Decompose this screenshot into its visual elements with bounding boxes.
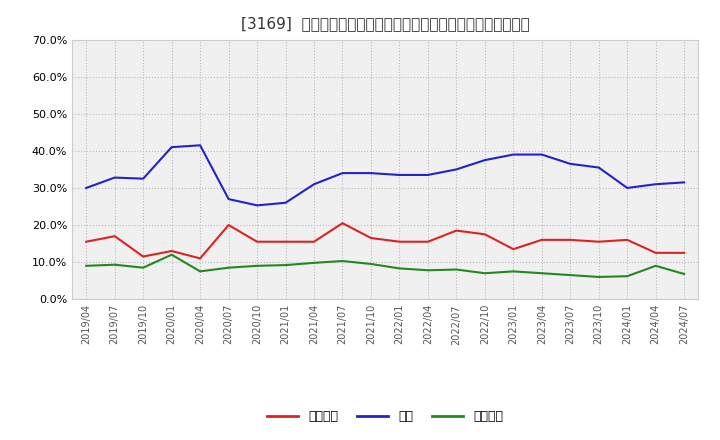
在庫: [82, 185, 91, 191]
売上債権: [395, 239, 404, 244]
売上債権: [225, 222, 233, 227]
買入債務: [82, 263, 91, 268]
売上債権: [282, 239, 290, 244]
買入債務: [537, 271, 546, 276]
売上債権: [509, 246, 518, 252]
売上債権: [82, 239, 91, 244]
買入債務: [253, 263, 261, 268]
買入債務: [480, 271, 489, 276]
売上債権: [680, 250, 688, 256]
売上債権: [366, 235, 375, 241]
在庫: [566, 161, 575, 166]
在庫: [423, 172, 432, 178]
在庫: [595, 165, 603, 170]
在庫: [537, 152, 546, 157]
在庫: [395, 172, 404, 178]
Line: 在庫: 在庫: [86, 145, 684, 205]
売上債権: [566, 237, 575, 242]
売上債権: [139, 254, 148, 259]
買入債務: [623, 274, 631, 279]
買入債務: [395, 266, 404, 271]
在庫: [110, 175, 119, 180]
Line: 売上債権: 売上債権: [86, 223, 684, 258]
売上債権: [338, 220, 347, 226]
在庫: [480, 158, 489, 163]
買入債務: [366, 261, 375, 267]
在庫: [680, 180, 688, 185]
買入債務: [509, 269, 518, 274]
在庫: [366, 170, 375, 176]
在庫: [623, 185, 631, 191]
在庫: [509, 152, 518, 157]
売上債権: [253, 239, 261, 244]
買入債務: [566, 272, 575, 278]
買入債務: [680, 271, 688, 277]
売上債権: [167, 248, 176, 253]
買入債務: [167, 252, 176, 257]
売上債権: [452, 228, 461, 233]
在庫: [652, 182, 660, 187]
在庫: [338, 170, 347, 176]
在庫: [282, 200, 290, 205]
在庫: [253, 203, 261, 208]
在庫: [196, 143, 204, 148]
売上債権: [423, 239, 432, 244]
在庫: [225, 196, 233, 202]
売上債権: [623, 237, 631, 242]
売上債権: [537, 237, 546, 242]
買入債務: [452, 267, 461, 272]
買入債務: [139, 265, 148, 270]
買入債務: [338, 258, 347, 264]
在庫: [167, 144, 176, 150]
売上債権: [310, 239, 318, 244]
買入債務: [595, 274, 603, 279]
Legend: 売上債権, 在庫, 買入債務: 売上債権, 在庫, 買入債務: [262, 405, 508, 428]
在庫: [139, 176, 148, 181]
買入債務: [652, 263, 660, 268]
買入債務: [225, 265, 233, 270]
買入債務: [310, 260, 318, 265]
買入債務: [196, 269, 204, 274]
在庫: [310, 182, 318, 187]
Title: [3169]  売上債権、在庫、買入債務の総資産に対する比率の推移: [3169] 売上債権、在庫、買入債務の総資産に対する比率の推移: [240, 16, 530, 32]
売上債権: [480, 231, 489, 237]
在庫: [452, 167, 461, 172]
売上債権: [196, 256, 204, 261]
買入債務: [423, 268, 432, 273]
売上債権: [110, 234, 119, 239]
売上債権: [652, 250, 660, 256]
買入債務: [110, 262, 119, 268]
買入債務: [282, 262, 290, 268]
Line: 買入債務: 買入債務: [86, 255, 684, 277]
売上債権: [595, 239, 603, 244]
